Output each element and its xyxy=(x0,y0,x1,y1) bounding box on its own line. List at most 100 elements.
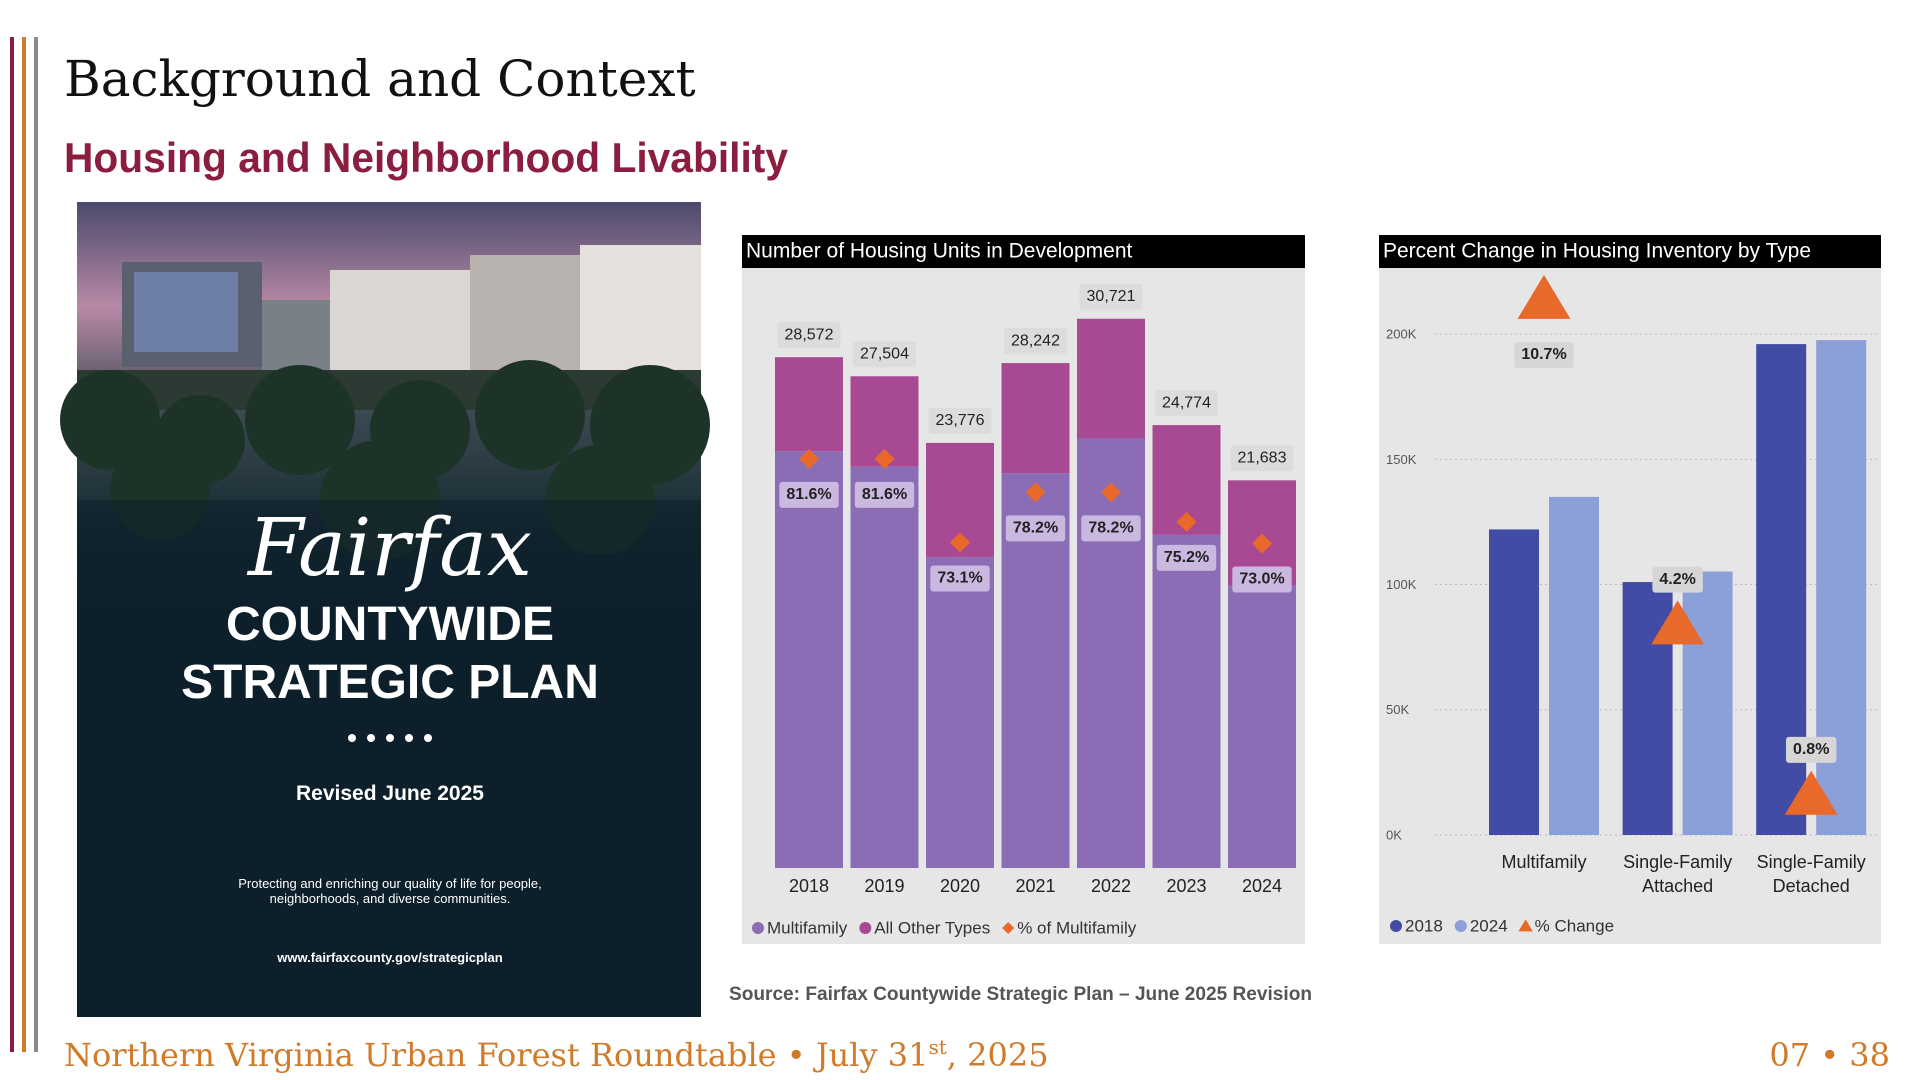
value-label-bg xyxy=(1081,515,1141,542)
total-label: 21,683 xyxy=(1238,450,1287,467)
total-label-bg xyxy=(1230,445,1294,472)
value-label-bg xyxy=(779,481,839,508)
x-tick-label: 2019 xyxy=(864,876,905,896)
legend-label: % of Multifamily xyxy=(1017,918,1137,937)
total-label: 24,774 xyxy=(1162,394,1211,411)
building xyxy=(580,245,701,370)
value-label-bg xyxy=(930,565,990,592)
x-tick-label: 2023 xyxy=(1166,876,1207,896)
y-tick-label: 150K xyxy=(1386,452,1417,467)
x-tick-label-box: 2021 xyxy=(1015,876,1056,896)
x-tick-label-box: Single-Family Attached xyxy=(1623,852,1733,896)
marker xyxy=(1101,482,1121,503)
x-tick-label-box: 2018 xyxy=(788,876,830,896)
poster-tagline: neighborhoods, and diverse communities. xyxy=(270,891,511,906)
total-label-bg xyxy=(928,407,992,434)
x-tick-label-box: Multifamily xyxy=(1501,852,1587,872)
total-label: 27,504 xyxy=(860,345,909,362)
legend-label: % Change xyxy=(1535,916,1614,935)
legend-label: Multifamily xyxy=(767,918,848,937)
value-label: 4.2% xyxy=(1659,571,1695,588)
marker xyxy=(1651,600,1704,645)
poster-url: www.fairfaxcounty.gov/strategicplan xyxy=(276,950,502,965)
footer-year: , 2025 xyxy=(947,1036,1049,1074)
legend-marker xyxy=(1002,922,1015,934)
value-label-bg xyxy=(1652,566,1703,593)
poster-title-line: STRATEGIC PLAN xyxy=(181,656,599,709)
total-label: 28,572 xyxy=(785,326,834,343)
legend-marker xyxy=(1518,919,1533,932)
value-label-bg xyxy=(854,481,915,508)
x-tick-label: Single-Family Attached xyxy=(1623,852,1733,896)
chart-title: Number of Housing Units in Development xyxy=(746,240,1133,263)
slide-title: Background and Context xyxy=(64,50,696,108)
y-tick-label: 0K xyxy=(1386,827,1402,842)
marker xyxy=(1252,533,1272,554)
value-label: 73.1% xyxy=(937,570,982,587)
poster-shade xyxy=(77,500,701,620)
poster-dots xyxy=(348,734,432,742)
poster-revision: Revised June 2025 xyxy=(296,782,484,805)
value-label: 0.8% xyxy=(1793,741,1829,758)
page-number: 07 • 38 xyxy=(1769,1036,1890,1074)
chart-title-bar xyxy=(1379,235,1881,268)
building xyxy=(330,270,470,370)
x-tick-label: 2018 xyxy=(788,876,830,896)
bar xyxy=(1549,496,1599,835)
value-label: 10.7% xyxy=(1521,346,1566,363)
value-label: 81.6% xyxy=(862,486,907,503)
bar xyxy=(1489,529,1539,835)
marker xyxy=(950,532,970,553)
total-label-bg xyxy=(1079,283,1143,310)
bar-segment xyxy=(1228,584,1296,868)
total-label: 30,721 xyxy=(1087,288,1136,305)
footer-suffix: st xyxy=(928,1035,946,1059)
bar-segment xyxy=(1001,363,1070,474)
x-tick-label: Single-Family Detached xyxy=(1756,852,1866,896)
slide-subtitle: Housing and Neighborhood Livability xyxy=(64,134,789,181)
bar-segment xyxy=(775,451,843,868)
x-tick-label: 2024 xyxy=(1241,876,1283,896)
x-tick-label: Multifamily xyxy=(1501,852,1587,872)
marker xyxy=(1025,482,1046,503)
marker xyxy=(1784,770,1838,815)
total-label-bg xyxy=(1004,328,1067,355)
screen xyxy=(134,272,238,352)
x-tick-label-box: Single-Family Detached xyxy=(1756,852,1866,896)
bar xyxy=(1682,571,1733,835)
value-label-bg xyxy=(1232,566,1292,593)
poster-script-title: Fairfax xyxy=(246,501,532,594)
legend-marker xyxy=(1454,920,1467,932)
legend-label: 2018 xyxy=(1405,916,1443,935)
value-label: 73.0% xyxy=(1239,571,1284,588)
value-label: 78.2% xyxy=(1088,520,1133,537)
legend-label: 2024 xyxy=(1470,916,1508,935)
total-label: 28,242 xyxy=(1011,332,1060,349)
bar-segment xyxy=(926,557,994,868)
bar-segment xyxy=(1152,534,1221,868)
value-label: 75.2% xyxy=(1164,549,1209,566)
poster: Fairfax COUNTYWIDE STRATEGIC PLAN Revise… xyxy=(60,202,710,1017)
accent-bar xyxy=(10,37,14,1052)
value-label-bg xyxy=(1514,342,1574,369)
chart-title: Percent Change in Housing Inventory by T… xyxy=(1383,240,1811,263)
value-label-bg xyxy=(1156,544,1217,571)
bar-segment xyxy=(775,357,843,452)
total-label: 23,776 xyxy=(936,412,985,429)
footer-event: Northern Virginia Urban Forest Roundtabl… xyxy=(64,1035,1049,1074)
x-tick-label: 2022 xyxy=(1090,876,1132,896)
poster-title-line: COUNTYWIDE xyxy=(226,598,554,651)
x-tick-label: 2021 xyxy=(1015,876,1056,896)
marker xyxy=(1176,511,1197,532)
x-tick-label-box: 2023 xyxy=(1166,876,1207,896)
x-tick-label-box: 2019 xyxy=(864,876,905,896)
source-note: Source: Fairfax Countywide Strategic Pla… xyxy=(729,984,1312,1005)
x-tick-label-box: 2022 xyxy=(1090,876,1132,896)
bar-segment xyxy=(1077,438,1145,868)
total-label-bg xyxy=(1155,390,1218,417)
value-label-bg xyxy=(1785,736,1837,763)
y-tick-label: 200K xyxy=(1386,327,1417,342)
marker xyxy=(1517,274,1571,319)
y-tick-label: 50K xyxy=(1386,702,1409,717)
